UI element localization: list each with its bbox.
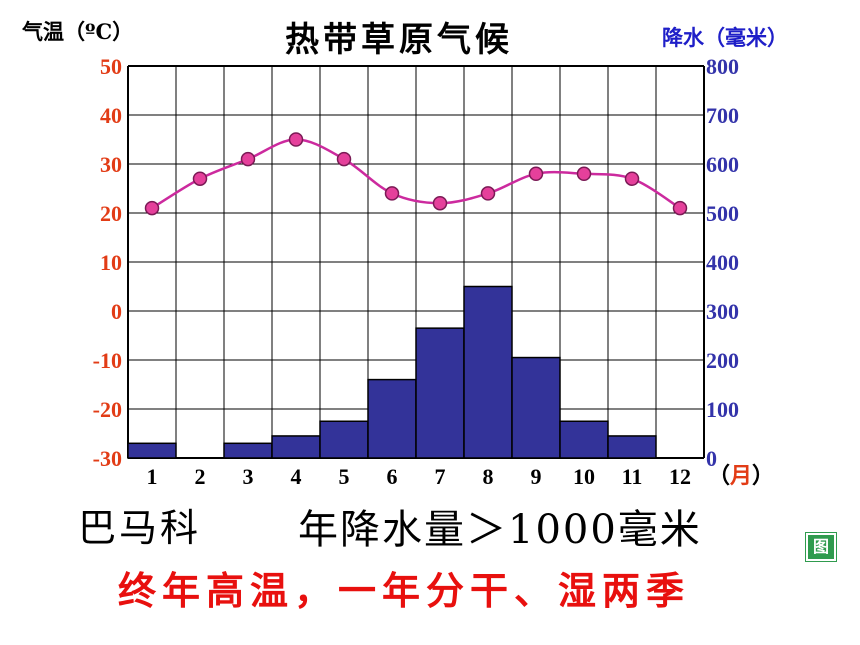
month-unit-char: 月 xyxy=(730,463,753,489)
temperature-point xyxy=(384,186,400,201)
station-name: 巴马科 xyxy=(78,506,202,550)
temperature-point xyxy=(336,151,352,167)
month-tick-label: 1 xyxy=(147,464,158,489)
left-tick-label: 20 xyxy=(100,201,122,226)
temperature-point xyxy=(240,151,256,167)
precip-bar xyxy=(559,420,609,459)
precipitation-bars xyxy=(127,285,657,459)
temperature-curve xyxy=(144,132,688,216)
right-tick-label: 700 xyxy=(706,103,739,128)
precip-bar xyxy=(271,435,321,459)
precip-bar xyxy=(463,285,513,459)
temperature-point xyxy=(288,132,304,147)
right-tick-label: 0 xyxy=(706,446,717,471)
diagram-button[interactable]: 图 xyxy=(805,532,837,562)
month-tick-label: 12 xyxy=(669,464,691,489)
month-unit-open: （ xyxy=(708,463,731,489)
right-tick-label: 300 xyxy=(706,299,739,324)
month-tick-label: 8 xyxy=(483,464,494,489)
left-tick-label: 50 xyxy=(100,54,122,79)
month-unit-close: ） xyxy=(752,463,775,489)
left-axis-ticks: 50 40 30 20 10 0 -10 -20 -30 xyxy=(93,54,122,471)
temperature-point xyxy=(480,186,496,201)
month-tick-label: 10 xyxy=(573,464,595,489)
right-tick-label: 800 xyxy=(706,54,739,79)
right-tick-label: 600 xyxy=(706,152,739,177)
temperature-point xyxy=(144,200,160,216)
right-tick-label: 400 xyxy=(706,250,739,275)
month-tick-label: 11 xyxy=(622,464,643,489)
temperature-point xyxy=(432,195,448,211)
temperature-point xyxy=(624,171,640,186)
month-tick-label: 4 xyxy=(291,464,302,489)
right-tick-label: 200 xyxy=(706,348,739,373)
left-tick-label: 30 xyxy=(100,152,122,177)
precip-bar xyxy=(223,442,273,459)
month-axis-ticks: 1 2 3 4 5 6 7 8 9 10 11 12 xyxy=(147,464,692,489)
month-tick-label: 9 xyxy=(531,464,542,489)
left-tick-label: 0 xyxy=(111,299,122,324)
precip-bar xyxy=(607,435,657,459)
left-tick-label: 40 xyxy=(100,103,122,128)
left-tick-label: -20 xyxy=(93,397,122,422)
annual-precipitation-text: 年降水量＞1000毫米 xyxy=(298,507,702,553)
precip-bar xyxy=(127,442,177,459)
left-tick-label: -30 xyxy=(93,446,122,471)
month-axis-unit: （月） xyxy=(708,458,774,490)
right-axis-label: 降水（毫米） xyxy=(662,25,788,50)
temperature-point xyxy=(576,166,592,182)
right-axis-ticks: 800 700 600 500 400 300 200 100 0 xyxy=(706,54,739,471)
temperature-point xyxy=(528,166,544,182)
left-axis-label: 气温（ºC） xyxy=(22,19,134,44)
precip-bar xyxy=(367,378,417,459)
precip-bar xyxy=(511,356,561,459)
month-tick-label: 2 xyxy=(195,464,206,489)
month-tick-label: 3 xyxy=(243,464,254,489)
month-tick-label: 7 xyxy=(435,464,446,489)
month-tick-label: 5 xyxy=(339,464,350,489)
left-tick-label: -10 xyxy=(93,348,122,373)
left-tick-label: 10 xyxy=(100,250,122,275)
month-tick-label: 6 xyxy=(387,464,398,489)
climate-summary: 终年高温，一年分干、湿两季 xyxy=(118,568,691,613)
chart-title: 热带草原气候 xyxy=(285,20,513,60)
right-tick-label: 100 xyxy=(706,397,739,422)
precip-bar xyxy=(319,420,369,459)
precip-bar xyxy=(415,327,465,459)
temperature-point xyxy=(192,171,208,186)
temperature-point xyxy=(672,200,688,216)
right-tick-label: 500 xyxy=(706,201,739,226)
